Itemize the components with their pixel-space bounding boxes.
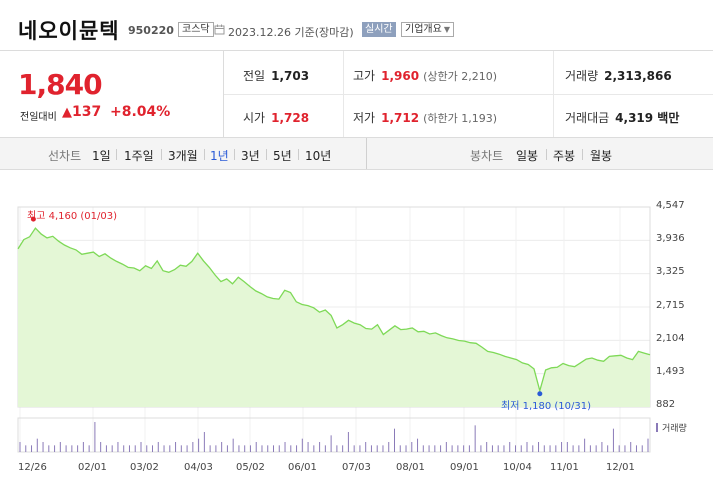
amount-cell: 거래대금 4,319 백만 [565,111,680,125]
tab-separator [582,149,583,160]
y-tick-label: 3,936 [656,233,685,244]
tab-candle-daily[interactable]: 일봉 [516,149,539,163]
x-tick-label: 02/01 [78,462,107,473]
x-tick-label: 03/02 [130,462,159,473]
prev-close-cell: 전일 1,703 [243,69,310,83]
low-marker [537,391,543,397]
price-change: ▲137 [62,104,102,120]
x-tick-label: 04/03 [184,462,213,473]
tab-line-chart[interactable]: 선차트 [48,149,82,163]
tab-separator [298,149,299,160]
volume-cell: 거래량 2,313,866 [565,69,672,83]
market-badge: 코스닥 [178,22,214,37]
quote-date: 2023.12.26 기준(장마감) [228,26,354,39]
tab-separator [546,149,547,160]
y-tick-label: 2,104 [656,333,685,344]
stock-header: 네오이뮨텍 950220 코스닥 2023.12.26 기준(장마감) 실시간 … [0,0,713,46]
tab-candle-monthly[interactable]: 월봉 [590,149,613,163]
current-price: 1,840 [18,68,103,101]
tab-candle-chart[interactable]: 봉차트 [470,149,504,163]
prev-compare-label: 전일대비 [20,112,57,123]
x-tick-label: 05/02 [236,462,265,473]
tab-period-10y[interactable]: 10년 [305,149,332,163]
x-tick-label: 12/01 [606,462,635,473]
quote-panel: 1,840 전일대비 ▲137 +8.04% 전일 1,703 고가 1,960 (상… [0,50,713,137]
tab-period-1d[interactable]: 1일 [92,149,111,163]
row-divider [224,94,713,95]
tab-separator [266,149,267,160]
tab-period-3y[interactable]: 3년 [241,149,260,163]
volume-legend: 거래량 [656,421,687,434]
tab-separator [204,149,205,160]
company-info-label: 기업개요 [405,24,442,35]
company-info-dropdown[interactable]: 기업개요 ▼ [401,22,454,37]
low-cell: 저가 1,712 (하한가 1,193) [353,111,497,125]
price-change-pct: +8.04% [110,104,171,120]
y-tick-label: 4,547 [656,200,685,211]
tab-candle-weekly[interactable]: 주봉 [553,149,576,163]
low-annotation: 최저 1,180 (10/31) [501,401,592,412]
x-tick-label: 12/26 [18,462,47,473]
tab-period-3m[interactable]: 3개월 [168,149,198,163]
x-tick-label: 09/01 [450,462,479,473]
volume-swatch [656,423,658,432]
chart-tabs: 선차트 1일 1주일 3개월 1년 3년 5년 10년 봉차트 일봉 주봉 월봉 [0,137,713,170]
tab-separator [234,149,235,160]
price-chart[interactable]: 4,547 3,936 3,325 2,715 2,104 1,493 882 … [0,190,713,497]
tab-group-divider [366,138,367,169]
y-tick-label: 2,715 [656,300,685,311]
stock-code: 950220 [128,24,174,37]
high-cell: 고가 1,960 (상한가 2,210) [353,69,497,83]
chart-canvas [17,206,651,453]
x-tick-label: 08/01 [396,462,425,473]
volume-frame [17,417,651,453]
y-tick-label: 3,325 [656,266,685,277]
up-arrow-icon: ▲ [62,105,72,120]
stock-name: 네오이뮨텍 [18,19,120,43]
x-tick-label: 10/04 [503,462,532,473]
chevron-down-icon: ▼ [443,25,450,34]
price-line [17,227,651,394]
tab-period-5y[interactable]: 5년 [273,149,292,163]
tab-separator [161,149,162,160]
high-marker [30,216,36,222]
high-annotation: 최고 4,160 (01/03) [27,211,118,222]
y-tick-label: 1,493 [656,366,685,377]
calendar-icon [214,24,225,35]
y-tick-label: 882 [656,399,676,410]
tab-separator [116,149,117,160]
x-tick-label: 07/03 [342,462,371,473]
price-area [18,228,650,407]
x-tick-label: 06/01 [288,462,317,473]
tab-period-1w[interactable]: 1주일 [124,149,154,163]
open-cell: 시가 1,728 [243,111,310,125]
tab-period-1y[interactable]: 1년 [210,149,229,163]
price-box: 1,840 전일대비 ▲137 +8.04% [0,51,224,137]
realtime-button[interactable]: 실시간 [362,22,396,37]
x-tick-label: 11/01 [550,462,579,473]
